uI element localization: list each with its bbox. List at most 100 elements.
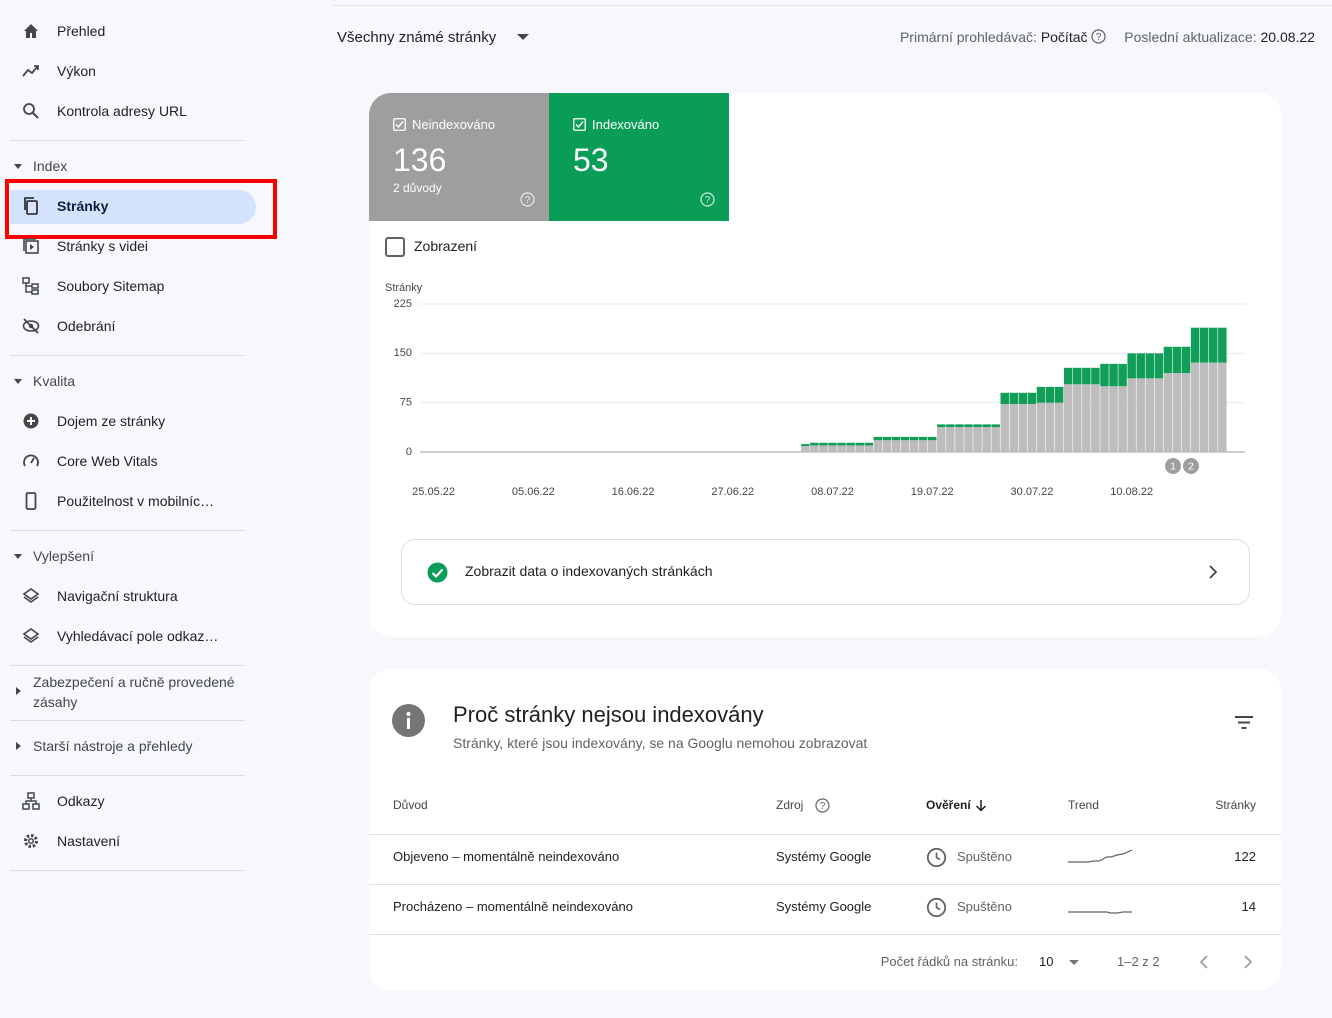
page-range: 1–2 z 2 <box>1117 954 1160 969</box>
caret <box>14 164 22 169</box>
bar-segment <box>1018 403 1028 452</box>
icon-mobile <box>25 492 37 510</box>
update-value: 20.08.22 <box>1260 29 1316 45</box>
toggle-label[interactable]: Zobrazení <box>414 238 478 254</box>
divider <box>10 720 245 721</box>
bar-segment <box>918 436 928 441</box>
table-subtitle: Stránky, které jsou indexovány, se na Go… <box>453 735 868 751</box>
column-header: Stránky <box>1215 798 1256 812</box>
nav-item[interactable]: Core Web Vitals <box>57 453 158 469</box>
section-title[interactable]: Zabezpečení a ručně provedené zásahy <box>33 674 235 710</box>
dropdown-arrow[interactable] <box>1068 959 1080 966</box>
indexed-link[interactable] <box>401 539 1250 605</box>
caret <box>14 554 22 559</box>
nav-item[interactable]: Stránky s videi <box>57 238 149 254</box>
nav-item[interactable]: Přehled <box>57 23 106 39</box>
bar-segment <box>909 436 919 441</box>
bar-segment <box>882 436 892 441</box>
column-header-sorted[interactable]: Ověření <box>926 798 971 812</box>
bar-segment <box>909 440 919 452</box>
next-page[interactable] <box>1243 955 1253 969</box>
nav-item-selected[interactable]: Stránky <box>57 198 109 214</box>
link-label[interactable]: Zobrazit data o indexovaných stránkách <box>465 563 713 579</box>
tile-label: Indexováno <box>592 117 660 132</box>
bar-segment <box>1073 384 1082 452</box>
prev-page[interactable] <box>1199 955 1209 969</box>
bar-segment <box>1027 392 1037 404</box>
highlight-box <box>5 179 277 239</box>
dropdown-arrow[interactable] <box>516 33 530 41</box>
svg-text:?: ? <box>705 195 711 206</box>
header-info: Primární prohledávač: Počítač ? Poslední… <box>900 29 1315 45</box>
bar-segment <box>918 440 928 452</box>
nav-item[interactable]: Nastavení <box>57 833 121 849</box>
chart: Stránky 0 75 150 225 25.05.22 05.06.22 16.06.2… <box>385 282 1245 498</box>
bar-segment <box>1036 402 1046 452</box>
chevron-right[interactable] <box>1208 565 1218 579</box>
section-title[interactable]: Index <box>33 158 68 174</box>
cell-reason[interactable]: Procházeno – momentálně neindexováno <box>393 899 633 914</box>
tile-value: 53 <box>573 142 609 178</box>
help-icon[interactable]: ? <box>815 798 830 813</box>
bar-segment <box>1172 373 1182 452</box>
bar-segment <box>927 440 937 452</box>
nav-item[interactable]: Soubory Sitemap <box>57 278 165 294</box>
bar-segment <box>1100 363 1109 387</box>
filter-icon[interactable] <box>1235 716 1253 729</box>
column-header: Zdroj <box>776 798 804 812</box>
bar-segment <box>1045 386 1055 403</box>
bar-segment <box>1118 363 1127 387</box>
bar-segment <box>873 440 883 452</box>
bar-segment <box>1127 353 1136 379</box>
y-tick-label: 75 <box>400 397 412 409</box>
help-icon[interactable]: ? <box>520 192 535 207</box>
bar-segment <box>1190 327 1200 363</box>
help-icon[interactable]: ? <box>700 192 715 207</box>
tile-checkbox[interactable] <box>573 118 586 131</box>
toggle-checkbox[interactable] <box>385 237 405 257</box>
filter-dropdown[interactable]: Všechny známé stránky <box>337 29 497 46</box>
bar-segment <box>1136 353 1145 379</box>
header-border <box>333 5 1332 6</box>
divider <box>10 140 245 141</box>
bar-segment <box>1009 403 1019 452</box>
divider <box>10 665 245 666</box>
cell-reason[interactable]: Objeveno – momentálně neindexováno <box>393 849 620 864</box>
bar-segment <box>1063 384 1073 452</box>
table-card <box>369 669 1281 990</box>
tile-checkbox[interactable] <box>393 118 406 131</box>
bar-segment <box>1181 373 1191 452</box>
bar-segment <box>1218 327 1227 363</box>
x-tick-label: 16.06.22 <box>612 486 655 498</box>
bar-segment <box>1082 367 1091 385</box>
annotation-marker <box>1164 457 1182 475</box>
nav-item[interactable]: Kontrola adresy URL <box>57 103 187 119</box>
section-title[interactable]: Kvalita <box>33 373 76 389</box>
nav-item[interactable]: Výkon <box>57 63 96 79</box>
tile-not-indexed[interactable]: Neindexováno 136 2 důvody ? <box>369 93 549 221</box>
row-divider <box>369 834 1281 835</box>
tile-indexed[interactable]: Indexováno 53 ? <box>549 93 729 221</box>
bar-segment <box>1154 353 1164 379</box>
clock-icon <box>926 847 947 868</box>
help-icon[interactable]: ? <box>1091 29 1107 44</box>
bar-segment <box>1145 378 1155 452</box>
rows-per-page[interactable]: 10 <box>1039 954 1054 969</box>
selected-highlight <box>10 190 256 224</box>
bar-segment <box>855 442 864 446</box>
bar-segment <box>937 427 946 452</box>
nav-item[interactable]: Odebrání <box>57 318 116 334</box>
section-title[interactable]: Starší nástroje a přehledy <box>33 738 193 754</box>
nav-item[interactable]: Použitelnost v mobilníc… <box>57 493 215 509</box>
bar-segment <box>1045 402 1055 452</box>
sort-arrow[interactable] <box>975 799 987 812</box>
nav-item[interactable]: Odkazy <box>57 793 105 809</box>
section-title[interactable]: Vylepšení <box>33 548 94 564</box>
bar-segment <box>964 424 973 428</box>
nav-item[interactable]: Dojem ze stránky <box>57 413 166 429</box>
nav-item[interactable]: Navigační struktura <box>57 588 178 604</box>
icon-layers <box>22 588 40 603</box>
bar-segment <box>946 424 955 428</box>
nav-item[interactable]: Vyhledávací pole odkaz… <box>57 628 219 644</box>
